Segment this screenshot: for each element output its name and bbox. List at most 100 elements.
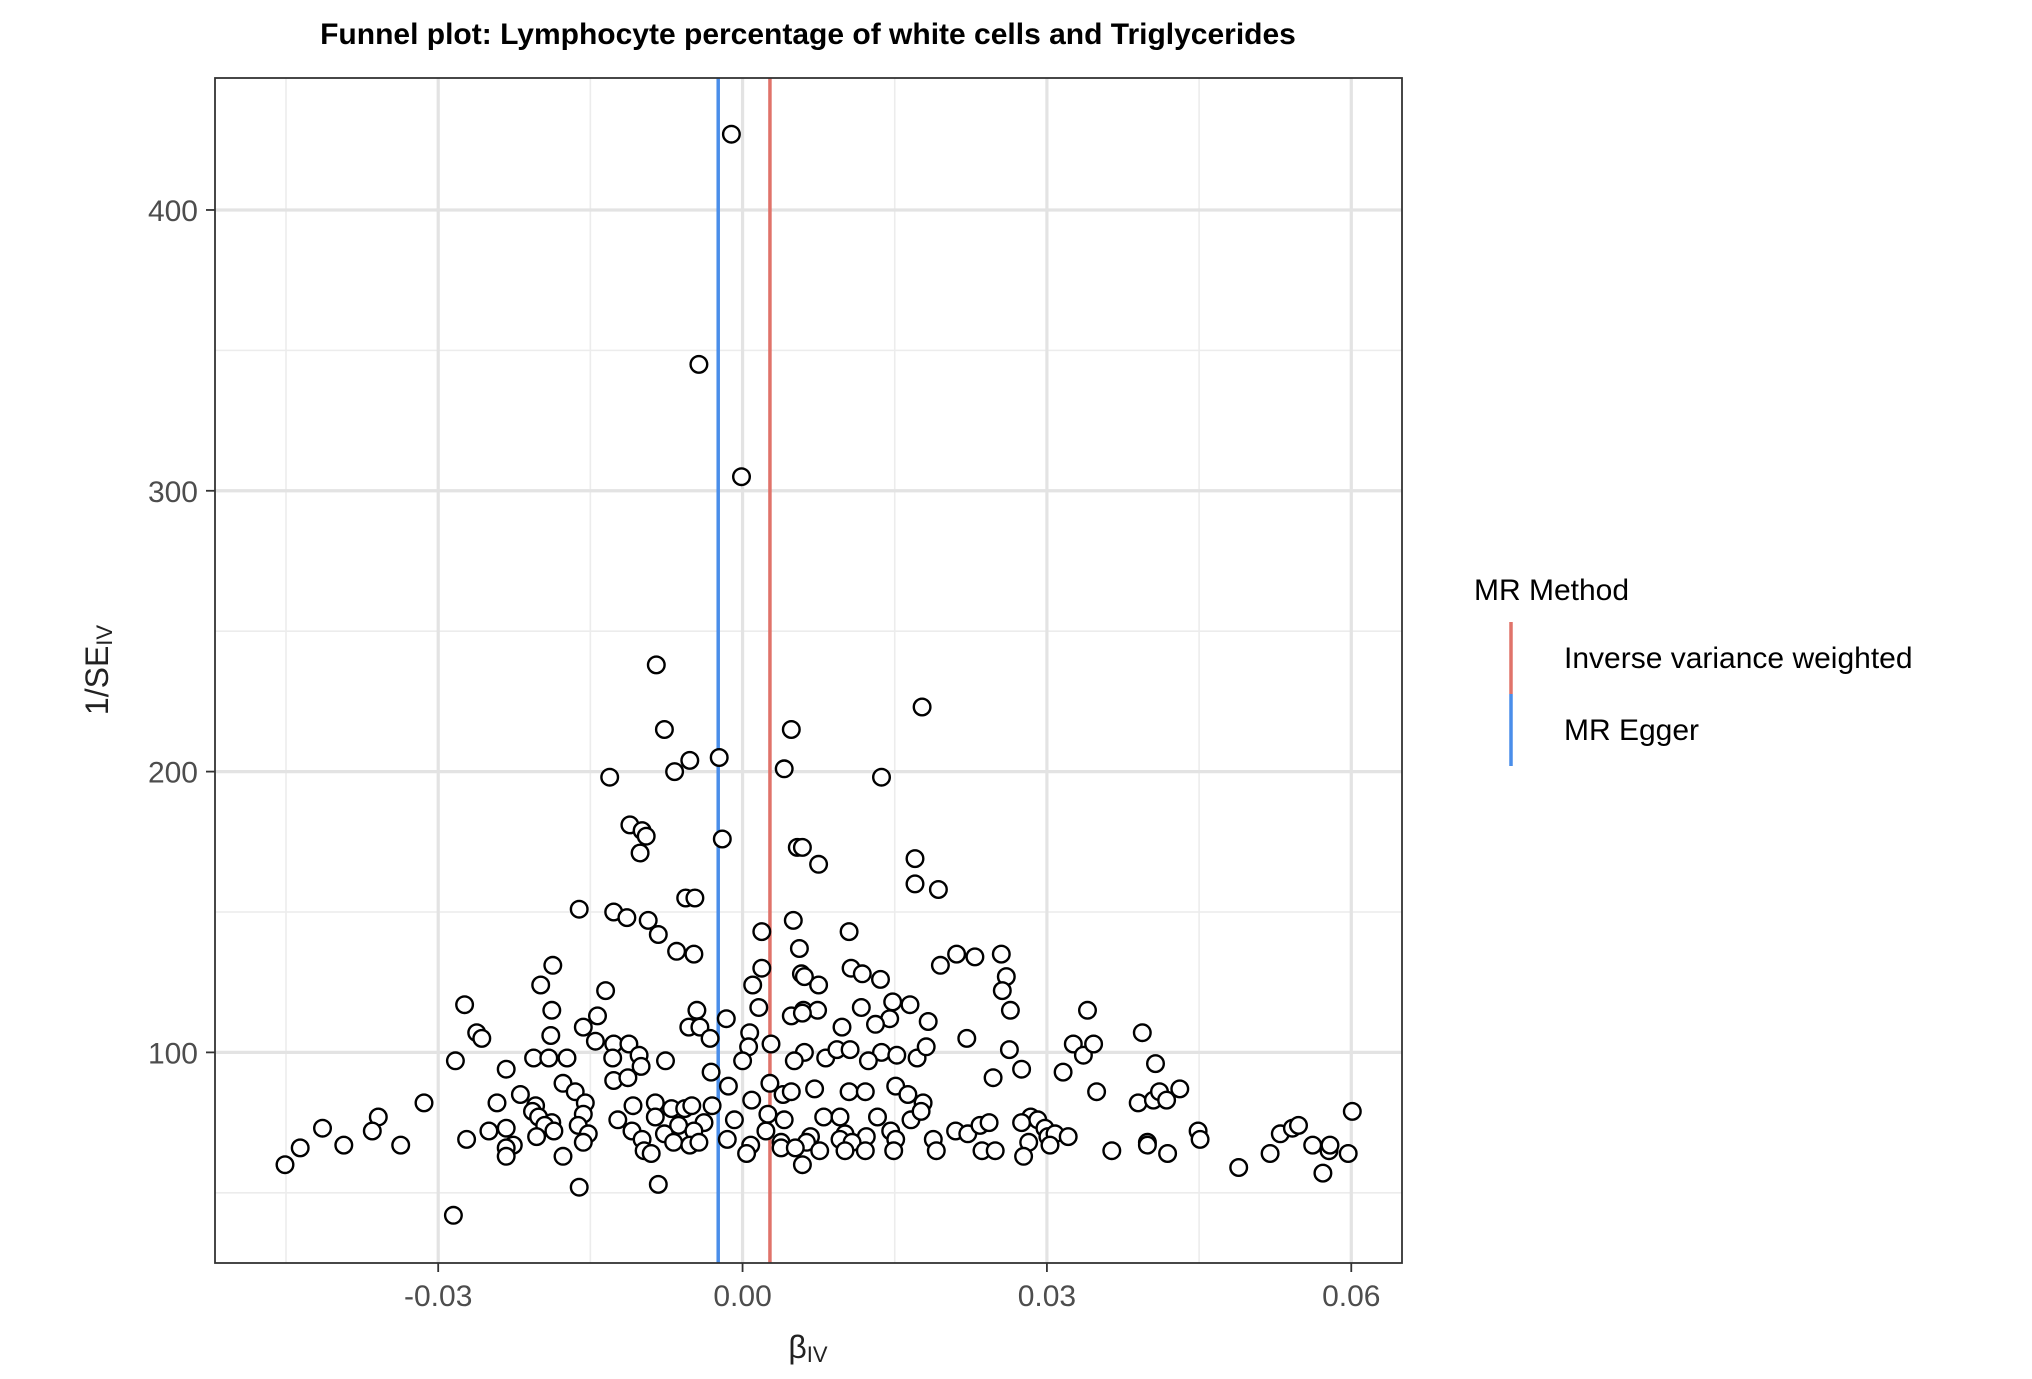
snp-point — [667, 941, 687, 961]
snp-point — [553, 1146, 573, 1166]
snp-point — [600, 767, 620, 787]
snp-point — [654, 720, 674, 740]
snp-point — [391, 1135, 411, 1155]
snp-point — [1190, 1129, 1210, 1149]
snp-point — [756, 1121, 776, 1141]
snp-point — [872, 767, 892, 787]
snp-point — [664, 1132, 684, 1152]
snp-point — [362, 1121, 382, 1141]
snp-point — [743, 975, 763, 995]
snp-point — [1288, 1115, 1308, 1135]
snp-point — [569, 899, 589, 919]
snp-point — [1313, 1163, 1333, 1183]
snp-point — [646, 655, 666, 675]
snp-point — [716, 1009, 736, 1029]
snp-point — [543, 955, 563, 975]
snp-point — [687, 1000, 707, 1020]
snp-point — [569, 1177, 589, 1197]
snp-point — [712, 829, 732, 849]
snp-point — [1058, 1127, 1078, 1147]
snp-point — [496, 1146, 516, 1166]
grid-layer — [215, 78, 1402, 1263]
snp-point — [785, 1138, 805, 1158]
snp-point — [774, 1110, 794, 1130]
x-tick-label: -0.03 — [404, 1280, 472, 1313]
snp-point — [930, 955, 950, 975]
snp-point — [905, 849, 925, 869]
snp-point — [810, 1141, 830, 1161]
snp-point — [835, 1141, 855, 1161]
snp-point — [1157, 1090, 1177, 1110]
snp-point — [684, 944, 704, 964]
snp-point — [926, 1141, 946, 1161]
snp-point — [928, 880, 948, 900]
snp-point — [717, 1129, 737, 1149]
y-tick-label: 200 — [148, 757, 198, 790]
snp-point — [808, 1000, 828, 1020]
snp-point — [700, 1028, 720, 1048]
y-tick-label: 400 — [148, 195, 198, 228]
snp-point — [852, 964, 872, 984]
snp-point — [911, 1101, 931, 1121]
legend-label-ivw: Inverse variance weighted — [1564, 642, 1913, 675]
snp-point — [573, 1132, 593, 1152]
snp-point — [718, 1076, 738, 1096]
snp-point — [916, 1037, 936, 1057]
data-points — [275, 124, 1362, 1225]
x-tick-label: 0.06 — [1322, 1280, 1380, 1313]
snp-point — [855, 1141, 875, 1161]
snp-point — [866, 1014, 886, 1034]
snp-point — [1137, 1135, 1157, 1155]
snp-point — [789, 939, 809, 959]
plot-panel-border — [214, 77, 1403, 1264]
snp-point — [457, 1129, 477, 1149]
snp-point — [1170, 1079, 1190, 1099]
snp-point — [871, 969, 891, 989]
snp-point — [472, 1028, 492, 1048]
y-axis-label: 1/SEIV — [79, 625, 117, 715]
snp-point — [957, 1028, 977, 1048]
snp-point — [573, 1017, 593, 1037]
snp-point — [1320, 1135, 1340, 1155]
snp-point — [792, 837, 812, 857]
legend-title: MR Method — [1474, 574, 1629, 607]
snp-point — [774, 759, 794, 779]
snp-point — [809, 975, 829, 995]
snp-point — [648, 925, 668, 945]
method-lines — [716, 78, 772, 1263]
snp-point — [541, 1025, 561, 1045]
snp-point — [680, 750, 700, 770]
snp-point — [689, 1132, 709, 1152]
snp-point — [510, 1084, 530, 1104]
snp-point — [752, 922, 772, 942]
snp-point — [682, 1096, 702, 1116]
snp-point — [724, 1110, 744, 1130]
snp-point — [851, 998, 871, 1018]
x-tick-label: 0.03 — [1018, 1280, 1076, 1313]
snp-point — [991, 944, 1011, 964]
axis-layer: -0.03 0.00 0.03 0.06 100 200 300 400 — [148, 195, 1381, 1313]
legend: MR Method Inverse variance weighted MR E… — [1474, 574, 1913, 766]
snp-point — [985, 1141, 1005, 1161]
snp-point — [544, 1121, 564, 1141]
snp-point — [1012, 1059, 1032, 1079]
snp-point — [1132, 1023, 1152, 1043]
plot-background — [215, 78, 1402, 1263]
snp-point — [631, 1056, 651, 1076]
snp-point — [542, 1000, 562, 1020]
snp-point — [608, 1110, 628, 1130]
snp-point — [855, 1082, 875, 1102]
snp-point — [900, 995, 920, 1015]
snp-point — [992, 981, 1012, 1001]
snp-point — [645, 1107, 665, 1127]
snp-point — [784, 1051, 804, 1071]
snp-point — [617, 908, 637, 928]
snp-point — [912, 697, 932, 717]
snp-point — [737, 1143, 757, 1163]
snp-point — [1084, 1034, 1104, 1054]
snp-point — [1087, 1082, 1107, 1102]
snp-point — [742, 1090, 762, 1110]
snp-point — [414, 1093, 434, 1113]
